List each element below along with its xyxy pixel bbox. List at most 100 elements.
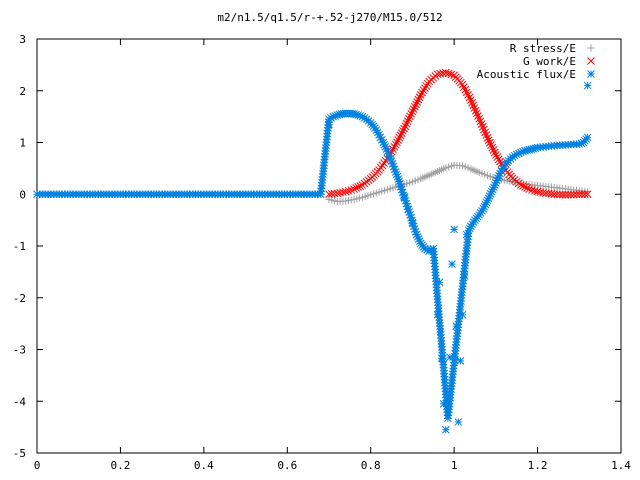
axes: 0 0.2 0.4 0.6 0.8 1 1.2 1.4 -5 -4 -3 -2 -1 0 1 2 3: [13, 33, 632, 472]
data-point: [486, 138, 494, 147]
data-point: [414, 95, 423, 104]
data-point: [475, 114, 484, 123]
data-point: [478, 123, 487, 131]
data-point: [403, 117, 412, 126]
data-point: [408, 107, 417, 116]
legend-marker: [587, 44, 595, 52]
data-point: [493, 153, 502, 162]
data-point: [555, 190, 564, 199]
x-tick-label: 0.4: [194, 459, 214, 472]
data-point: [583, 190, 592, 199]
data-point: [437, 354, 446, 363]
data-point: [450, 225, 458, 234]
data-point: [341, 187, 350, 196]
data-point: [469, 101, 478, 110]
legend-label: R stress/E: [510, 42, 576, 55]
data-point: [580, 190, 589, 199]
data-point: [325, 120, 333, 129]
data-point: [517, 181, 525, 189]
data-point: [494, 155, 503, 164]
data-point: [433, 310, 442, 319]
data-point: [409, 105, 418, 113]
data-point: [472, 109, 481, 118]
legend-marker: [587, 57, 595, 65]
data-point: [481, 128, 489, 137]
series-r-stress-e: [325, 161, 592, 205]
data-point: [525, 185, 534, 193]
data-point: [480, 125, 488, 134]
x-tick-label: 1: [451, 459, 458, 472]
y-tick-label: 3: [19, 33, 26, 46]
series-acoustic-flux-e: [33, 81, 592, 434]
data-point: [356, 182, 365, 190]
chart-title: m2/n1.5/q1.5/r-+.52-j270/M15.0/512: [217, 11, 442, 24]
x-tick-label: 0.6: [277, 459, 297, 472]
data-point: [410, 102, 419, 111]
data-point: [575, 190, 584, 199]
data-point: [484, 136, 493, 145]
x-tick-label: 1.4: [611, 459, 631, 472]
data-point: [395, 133, 404, 142]
data-point: [487, 141, 495, 150]
y-tick-label: -5: [13, 447, 26, 460]
data-point: [460, 272, 469, 280]
data-point: [394, 136, 402, 144]
data-point: [490, 148, 499, 157]
data-point: [492, 151, 500, 159]
plot-frame: [36, 38, 622, 454]
data-point: [458, 310, 467, 319]
data-point: [474, 112, 482, 120]
data-point: [446, 353, 454, 362]
data-point: [488, 143, 497, 152]
data-point: [401, 122, 410, 130]
data-point: [439, 399, 448, 408]
y-tick-label: 0: [19, 188, 26, 201]
data-point: [400, 192, 408, 201]
data-point: [583, 133, 592, 142]
data-point: [528, 186, 536, 194]
data-point: [470, 104, 479, 112]
legend-label: Acoustic flux/E: [477, 68, 576, 81]
data-point: [421, 84, 429, 93]
data-point: [441, 68, 450, 77]
data-point: [481, 200, 490, 209]
data-point: [391, 140, 400, 149]
data-point: [558, 190, 567, 199]
data-point: [396, 131, 405, 140]
data-point: [435, 278, 444, 287]
x-tick-label: 0: [34, 459, 41, 472]
data-point: [564, 190, 573, 199]
data-point: [476, 117, 485, 126]
data-point: [477, 120, 486, 129]
legend-marker: [587, 70, 595, 78]
data-point: [572, 190, 581, 199]
data-point: [489, 146, 498, 154]
data-point: [483, 133, 492, 142]
data-point: [482, 131, 491, 139]
data-point: [408, 218, 417, 227]
data-point: [390, 143, 399, 151]
y-tick-label: -1: [13, 240, 26, 253]
data-point: [422, 82, 431, 90]
data-point: [521, 183, 529, 191]
data-point: [402, 119, 411, 128]
data-point: [344, 186, 353, 195]
x-tick-label: 1.2: [528, 459, 548, 472]
data-point: [452, 322, 461, 331]
data-point: [415, 93, 424, 102]
data-point: [419, 86, 428, 95]
data-point: [416, 91, 425, 99]
data-marks: [33, 68, 592, 434]
data-point: [519, 182, 527, 190]
data-point: [444, 69, 453, 78]
data-point: [441, 425, 450, 434]
data-point: [352, 184, 360, 192]
data-point: [412, 100, 420, 109]
data-point: [561, 190, 570, 199]
y-tick-label: -3: [13, 344, 26, 357]
data-point: [471, 106, 480, 115]
data-point: [454, 418, 463, 426]
x-tick-label: 0.8: [361, 459, 381, 472]
data-point: [354, 183, 363, 191]
